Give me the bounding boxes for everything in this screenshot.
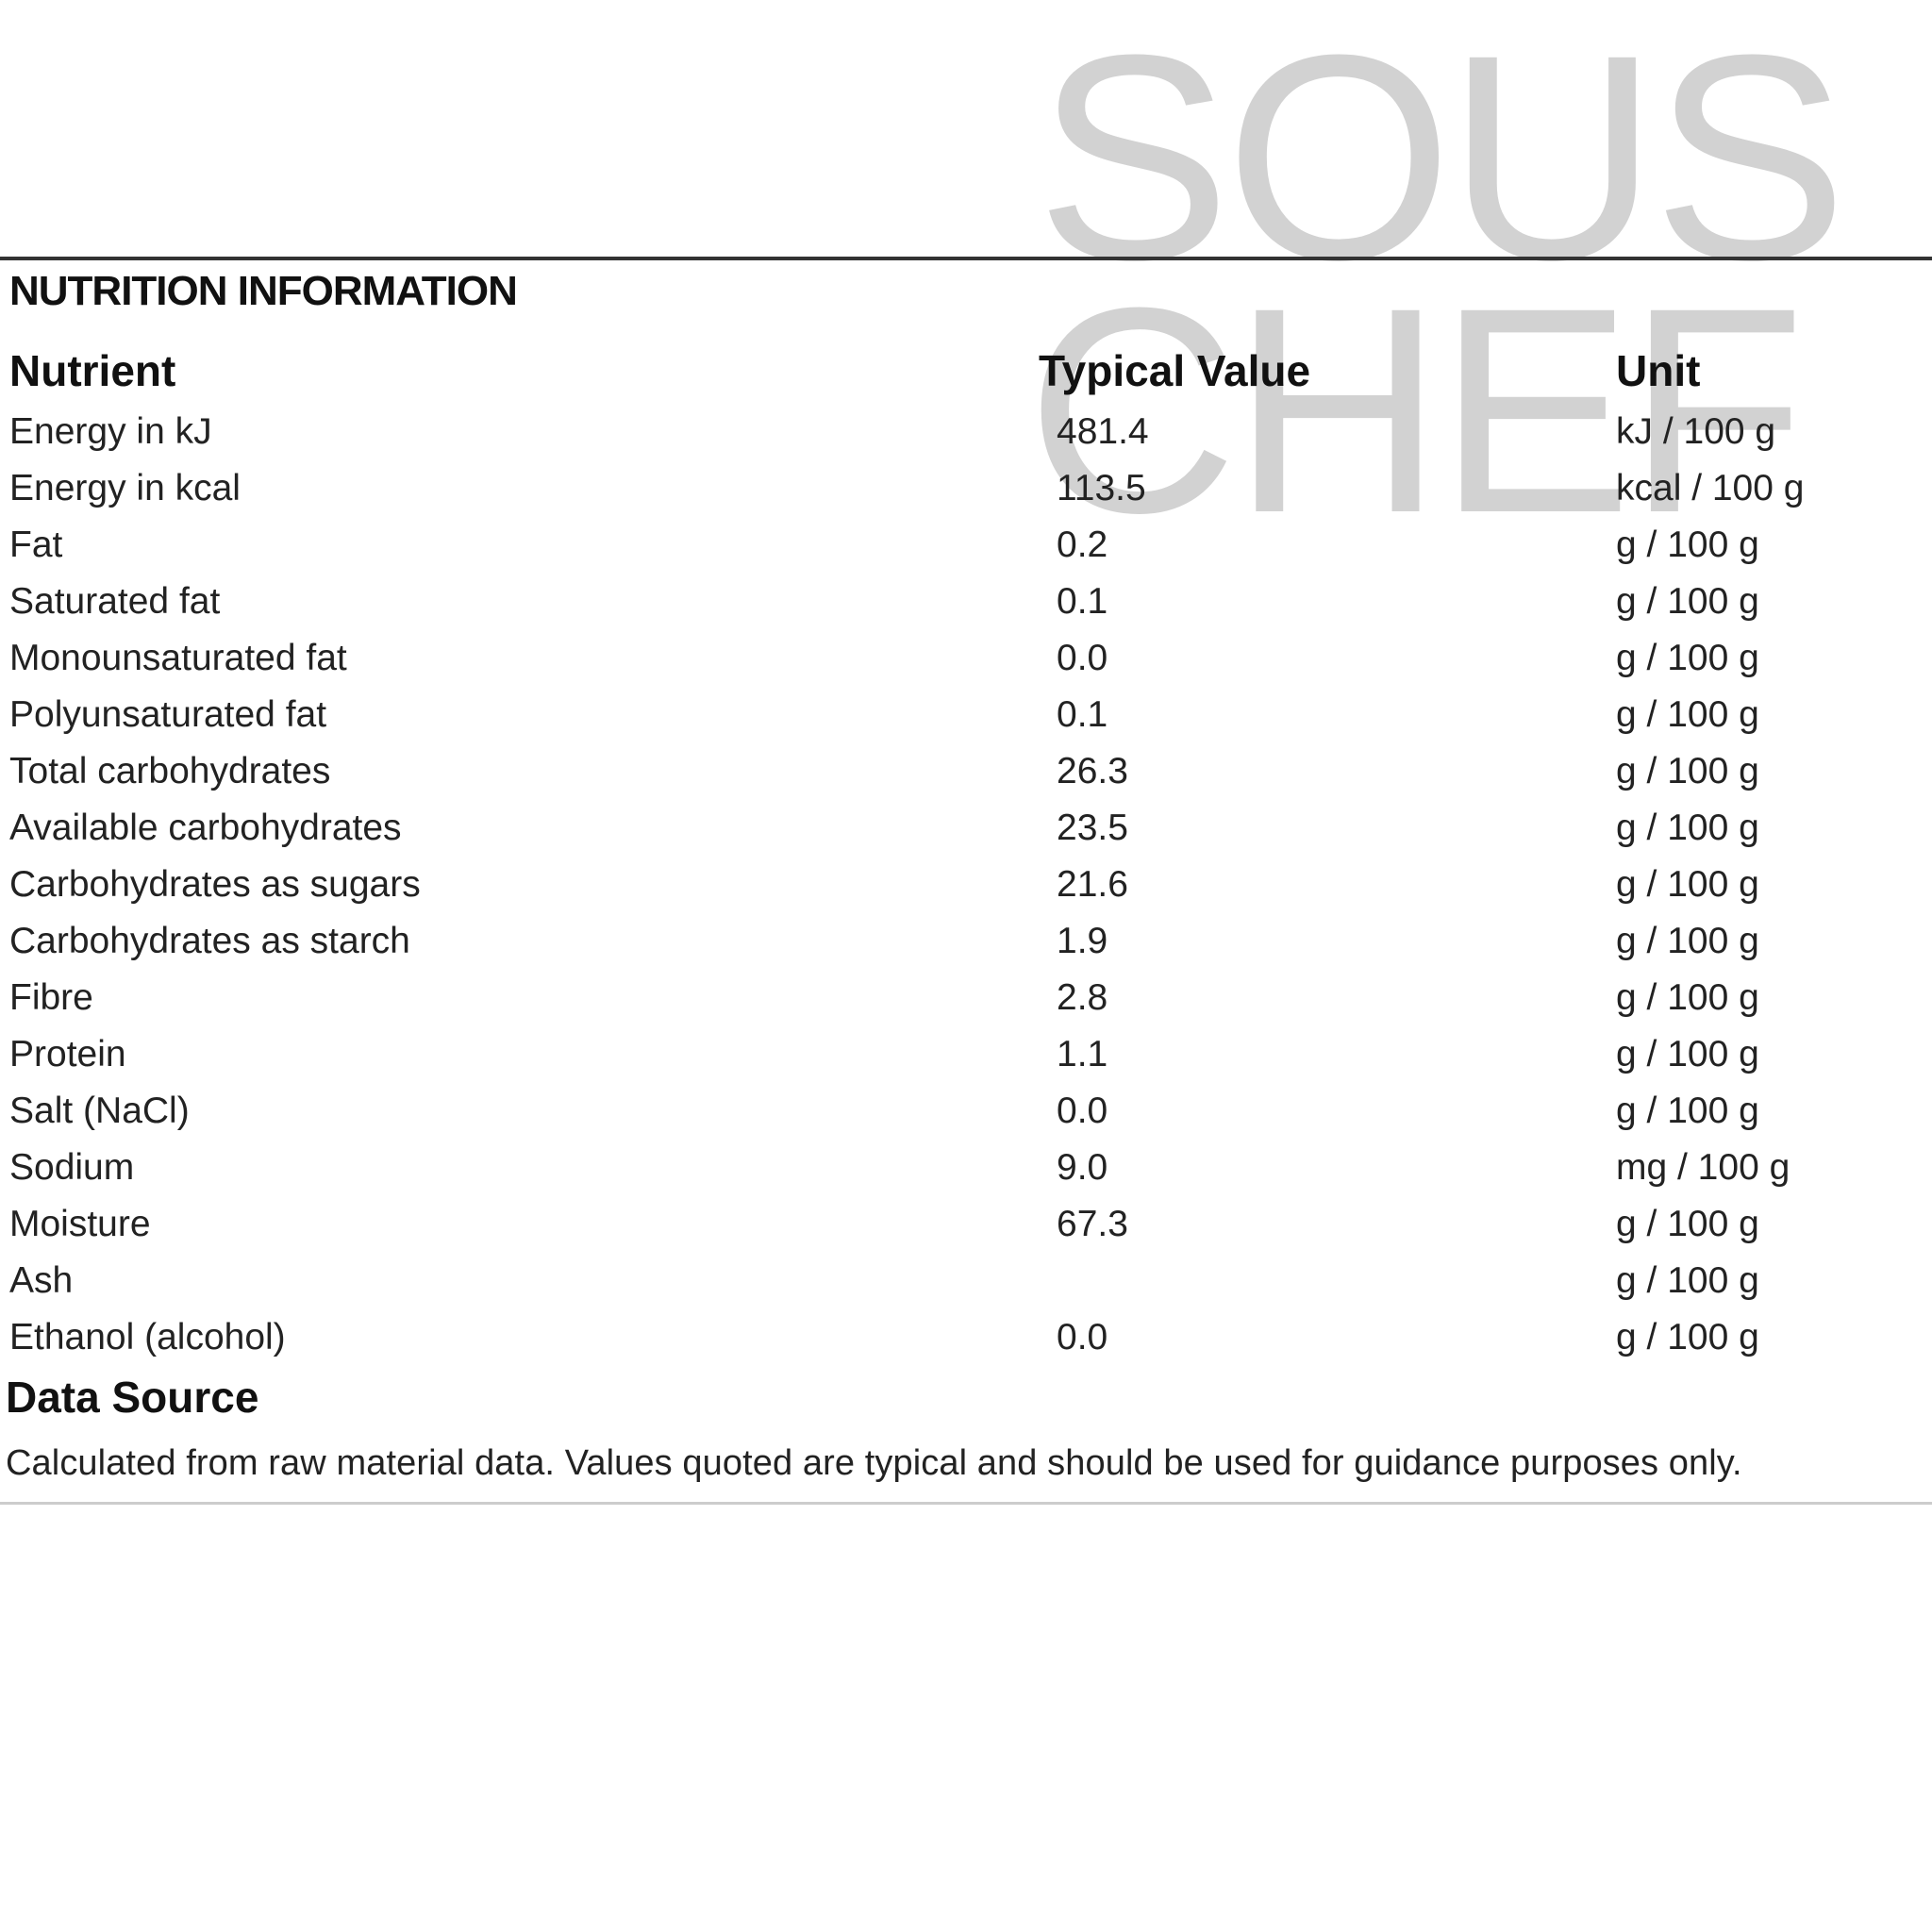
nutrient-value: 0.0: [1057, 1317, 1108, 1357]
column-header-nutrient: Nutrient: [9, 346, 176, 395]
column-header-value: Typical Value: [1039, 346, 1311, 395]
nutrient-unit: kcal / 100 g: [1616, 468, 1805, 508]
nutrient-value: 21.6: [1057, 864, 1128, 905]
nutrient-unit: g / 100 g: [1616, 694, 1759, 735]
nutrient-value: 1.1: [1057, 1034, 1108, 1074]
nutrient-unit: g / 100 g: [1616, 921, 1759, 961]
table-row: Energy in kJ 481.4 kJ / 100 g: [0, 411, 1932, 468]
nutrient-name: Protein: [9, 1034, 126, 1074]
nutrient-name: Energy in kcal: [9, 468, 241, 508]
table-row: Saturated fat 0.1 g / 100 g: [0, 581, 1932, 638]
nutrient-name: Ash: [9, 1260, 74, 1301]
nutrient-unit: kJ / 100 g: [1616, 411, 1776, 452]
nutrient-value: 0.0: [1057, 638, 1108, 678]
nutrient-unit: g / 100 g: [1616, 1317, 1759, 1357]
table-row: Moisture 67.3 g / 100 g: [0, 1204, 1932, 1260]
nutrient-name: Monounsaturated fat: [9, 638, 347, 678]
nutrient-value: 1.9: [1057, 921, 1108, 961]
watermark-logo: CHEF: [1026, 246, 1806, 574]
nutrient-unit: g / 100 g: [1616, 1260, 1759, 1301]
nutrient-unit: g / 100 g: [1616, 808, 1759, 848]
nutrient-unit: g / 100 g: [1616, 525, 1759, 565]
nutrient-name: Ethanol (alcohol): [9, 1317, 286, 1357]
nutrient-name: Total carbohydrates: [9, 751, 331, 791]
table-row: Sodium 9.0 mg / 100 g: [0, 1147, 1932, 1204]
table-row: Salt (NaCl) 0.0 g / 100 g: [0, 1091, 1932, 1147]
table-row: Monounsaturated fat 0.0 g / 100 g: [0, 638, 1932, 694]
page-title: NUTRITION INFORMATION: [9, 268, 518, 314]
nutrient-name: Moisture: [9, 1204, 151, 1244]
nutrient-value: 0.0: [1057, 1091, 1108, 1131]
data-source-text: Calculated from raw material data. Value…: [6, 1443, 1742, 1483]
column-header-unit: Unit: [1616, 346, 1701, 395]
table-row: Fat 0.2 g / 100 g: [0, 525, 1932, 581]
table-row: Carbohydrates as sugars 21.6 g / 100 g: [0, 864, 1932, 921]
nutrient-value: 0.2: [1057, 525, 1108, 565]
table-row: Available carbohydrates 23.5 g / 100 g: [0, 808, 1932, 864]
nutrient-unit: g / 100 g: [1616, 977, 1759, 1018]
nutrient-name: Carbohydrates as sugars: [9, 864, 421, 905]
table-row: Ethanol (alcohol) 0.0 g / 100 g: [0, 1317, 1932, 1374]
nutrient-value: 0.1: [1057, 694, 1108, 735]
watermark-logo: SOUS: [1036, 0, 1848, 321]
nutrient-name: Fibre: [9, 977, 93, 1018]
nutrient-value: 0.1: [1057, 581, 1108, 622]
nutrient-unit: g / 100 g: [1616, 864, 1759, 905]
top-divider: [0, 257, 1932, 260]
nutrition-table: Energy in kJ 481.4 kJ / 100 g Energy in kca…: [0, 411, 1932, 1374]
nutrient-unit: g / 100 g: [1616, 1204, 1759, 1244]
nutrient-name: Energy in kJ: [9, 411, 212, 452]
nutrient-name: Polyunsaturated fat: [9, 694, 327, 735]
table-row: Ash g / 100 g: [0, 1260, 1932, 1317]
nutrient-name: Sodium: [9, 1147, 135, 1188]
nutrient-unit: g / 100 g: [1616, 1091, 1759, 1131]
nutrient-unit: g / 100 g: [1616, 638, 1759, 678]
nutrient-name: Salt (NaCl): [9, 1091, 190, 1131]
nutrient-value: 2.8: [1057, 977, 1108, 1018]
nutrient-value: 9.0: [1057, 1147, 1108, 1188]
data-source-heading: Data Source: [6, 1373, 259, 1422]
nutrient-unit: g / 100 g: [1616, 581, 1759, 622]
table-row: Fibre 2.8 g / 100 g: [0, 977, 1932, 1034]
nutrient-unit: g / 100 g: [1616, 1034, 1759, 1074]
table-row: Protein 1.1 g / 100 g: [0, 1034, 1932, 1091]
nutrient-value: 481.4: [1057, 411, 1149, 452]
nutrient-unit: mg / 100 g: [1616, 1147, 1790, 1188]
table-row: Polyunsaturated fat 0.1 g / 100 g: [0, 694, 1932, 751]
nutrient-name: Available carbohydrates: [9, 808, 402, 848]
bottom-divider: [0, 1502, 1932, 1505]
nutrient-unit: g / 100 g: [1616, 751, 1759, 791]
table-row: Total carbohydrates 26.3 g / 100 g: [0, 751, 1932, 808]
nutrient-value: 113.5: [1057, 468, 1146, 508]
nutrient-value: 26.3: [1057, 751, 1128, 791]
table-row: Energy in kcal 113.5 kcal / 100 g: [0, 468, 1932, 525]
nutrient-name: Fat: [9, 525, 63, 565]
nutrient-name: Saturated fat: [9, 581, 221, 622]
nutrient-value: 67.3: [1057, 1204, 1128, 1244]
nutrient-name: Carbohydrates as starch: [9, 921, 410, 961]
nutrient-value: 23.5: [1057, 808, 1128, 848]
table-row: Carbohydrates as starch 1.9 g / 100 g: [0, 921, 1932, 977]
